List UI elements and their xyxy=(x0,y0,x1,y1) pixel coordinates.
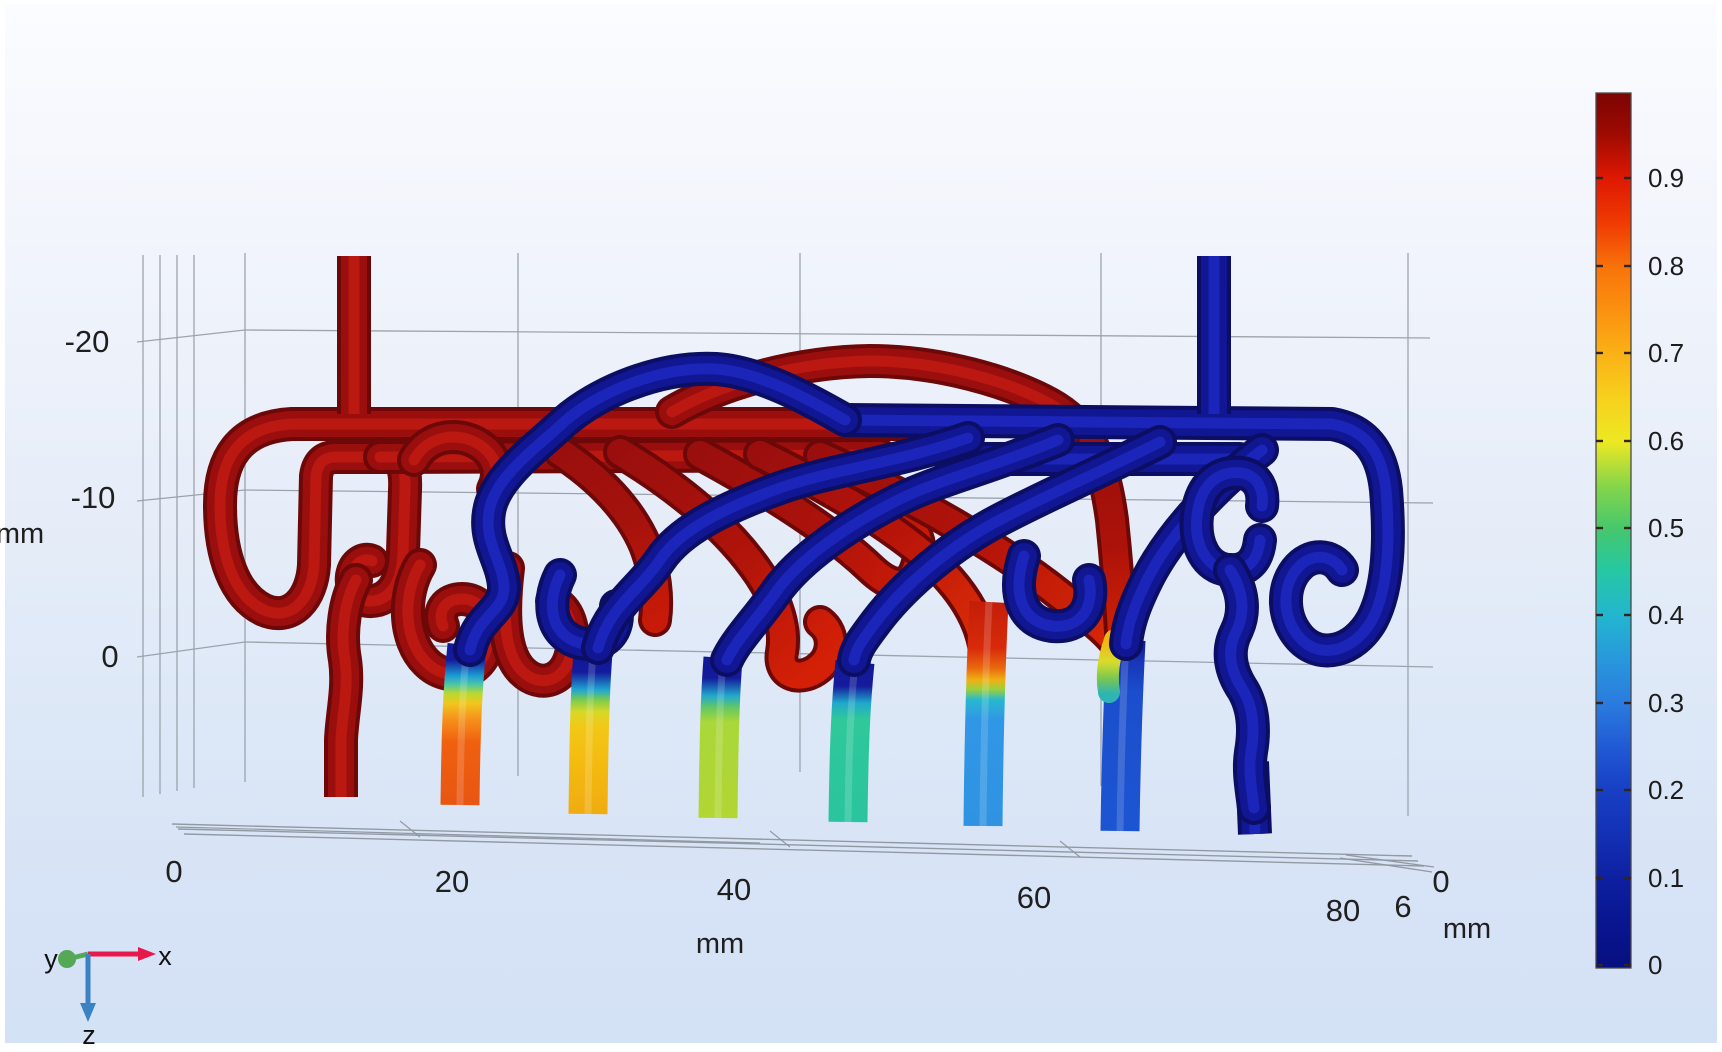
svg-text:0.3: 0.3 xyxy=(1648,688,1684,718)
svg-text:0.8: 0.8 xyxy=(1648,251,1684,281)
svg-text:mm: mm xyxy=(1443,913,1491,945)
svg-text:0.2: 0.2 xyxy=(1648,775,1684,805)
svg-text:0.1: 0.1 xyxy=(1648,863,1684,893)
svg-text:0: 0 xyxy=(101,639,118,674)
svg-text:-20: -20 xyxy=(65,324,110,359)
svg-text:mm: mm xyxy=(0,518,44,550)
svg-text:0: 0 xyxy=(1432,864,1449,899)
svg-text:40: 40 xyxy=(717,872,751,907)
svg-text:x: x xyxy=(158,941,172,971)
svg-text:0.9: 0.9 xyxy=(1648,163,1684,193)
svg-text:z: z xyxy=(82,1020,96,1050)
svg-text:0: 0 xyxy=(1648,950,1662,980)
svg-text:0.4: 0.4 xyxy=(1648,600,1684,630)
svg-text:-10: -10 xyxy=(71,480,116,515)
svg-text:mm: mm xyxy=(696,928,744,960)
svg-text:0: 0 xyxy=(165,854,182,889)
svg-text:80: 80 xyxy=(1326,893,1360,928)
svg-text:0.6: 0.6 xyxy=(1648,426,1684,456)
svg-text:y: y xyxy=(44,944,58,974)
svg-text:60: 60 xyxy=(1017,880,1051,915)
svg-text:6: 6 xyxy=(1394,889,1411,924)
svg-text:0.7: 0.7 xyxy=(1648,338,1684,368)
svg-text:0.5: 0.5 xyxy=(1648,513,1684,543)
svg-text:20: 20 xyxy=(435,864,469,899)
